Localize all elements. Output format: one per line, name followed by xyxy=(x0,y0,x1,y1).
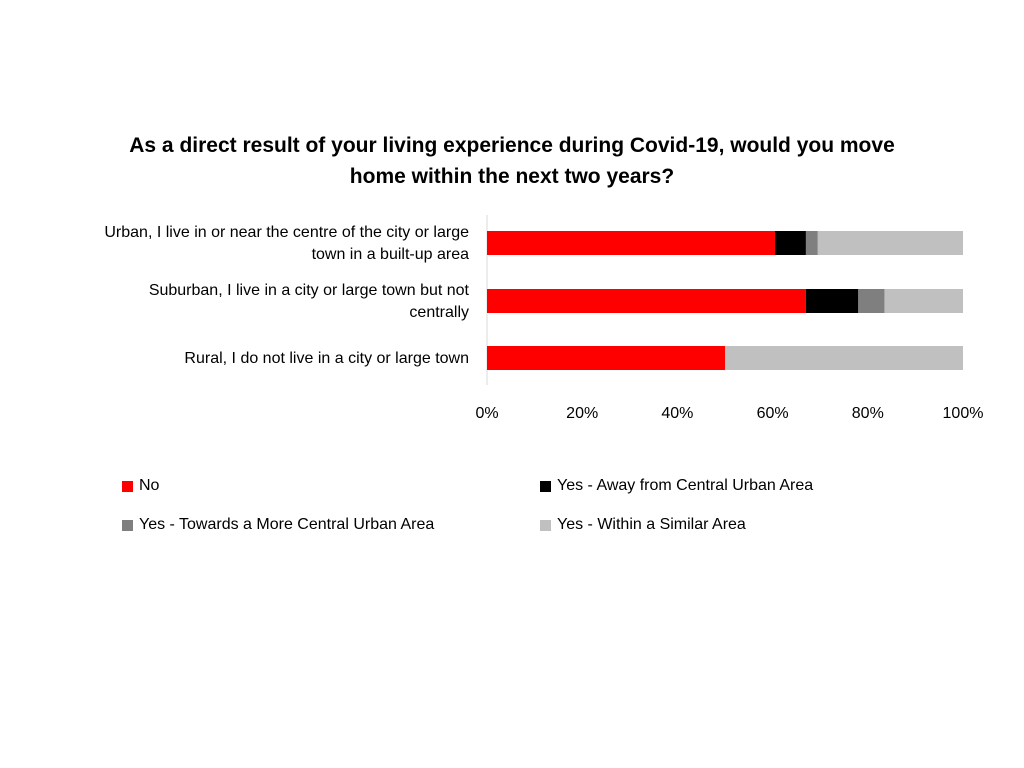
legend-item-3: Yes - Towards a More Central Urban Area xyxy=(122,514,540,536)
x-tick-labels: 0% 20% 40% 60% 80% 100% xyxy=(475,405,983,422)
legend-item-2: Yes - Away from Central Urban Area xyxy=(540,475,870,497)
x-tick-label-3: 40% xyxy=(661,405,693,422)
bar-segment-1-1 xyxy=(487,231,775,255)
x-tick-label-6: 100% xyxy=(943,405,984,422)
bar-segment-3-4 xyxy=(725,346,963,370)
legend-swatch-1 xyxy=(122,480,133,492)
legend-item-4: Yes - Within a Similar Area xyxy=(540,514,870,536)
category-label-1-line-2: town in a built-up area xyxy=(312,246,470,263)
bar-segment-1-3 xyxy=(805,231,818,255)
bars-group xyxy=(487,231,963,370)
legend-label-3: Yes - Towards a More Central Urban Area xyxy=(139,516,435,533)
legend-label-1: No xyxy=(139,477,160,494)
legend: No Yes - Away from Central Urban Area Yes … xyxy=(122,475,882,536)
bar-segment-3-1 xyxy=(487,346,725,370)
bar-segment-2-3 xyxy=(858,289,885,313)
category-label-2-line-2: centrally xyxy=(409,304,469,321)
category-label-3-line-1: Rural, I do not live in a city or large … xyxy=(184,350,469,367)
category-labels: Urban, I live in or near the centre of t… xyxy=(104,224,469,367)
legend-swatch-4 xyxy=(540,519,551,531)
x-tick-label-1: 0% xyxy=(475,405,498,422)
chart-title: As a direct result of your living experi… xyxy=(129,134,895,188)
x-tick-label-5: 80% xyxy=(852,405,884,422)
bar-segment-1-4 xyxy=(817,231,963,255)
category-label-1-line-1: Urban, I live in or near the centre of t… xyxy=(104,224,469,241)
x-tick-label-2: 20% xyxy=(566,405,598,422)
legend-label-2: Yes - Away from Central Urban Area xyxy=(557,477,814,494)
legend-label-4: Yes - Within a Similar Area xyxy=(557,516,746,533)
bar-segment-2-4 xyxy=(884,289,963,313)
legend-swatch-3 xyxy=(122,519,133,531)
bar-segment-2-1 xyxy=(487,289,806,313)
category-label-2-line-1: Suburban, I live in a city or large town… xyxy=(149,282,470,299)
legend-swatch-2 xyxy=(540,480,551,492)
bar-segment-1-2 xyxy=(774,231,806,255)
bar-segment-2-2 xyxy=(805,289,859,313)
x-tick-label-4: 60% xyxy=(757,405,789,422)
legend-item-1: No xyxy=(122,475,540,497)
